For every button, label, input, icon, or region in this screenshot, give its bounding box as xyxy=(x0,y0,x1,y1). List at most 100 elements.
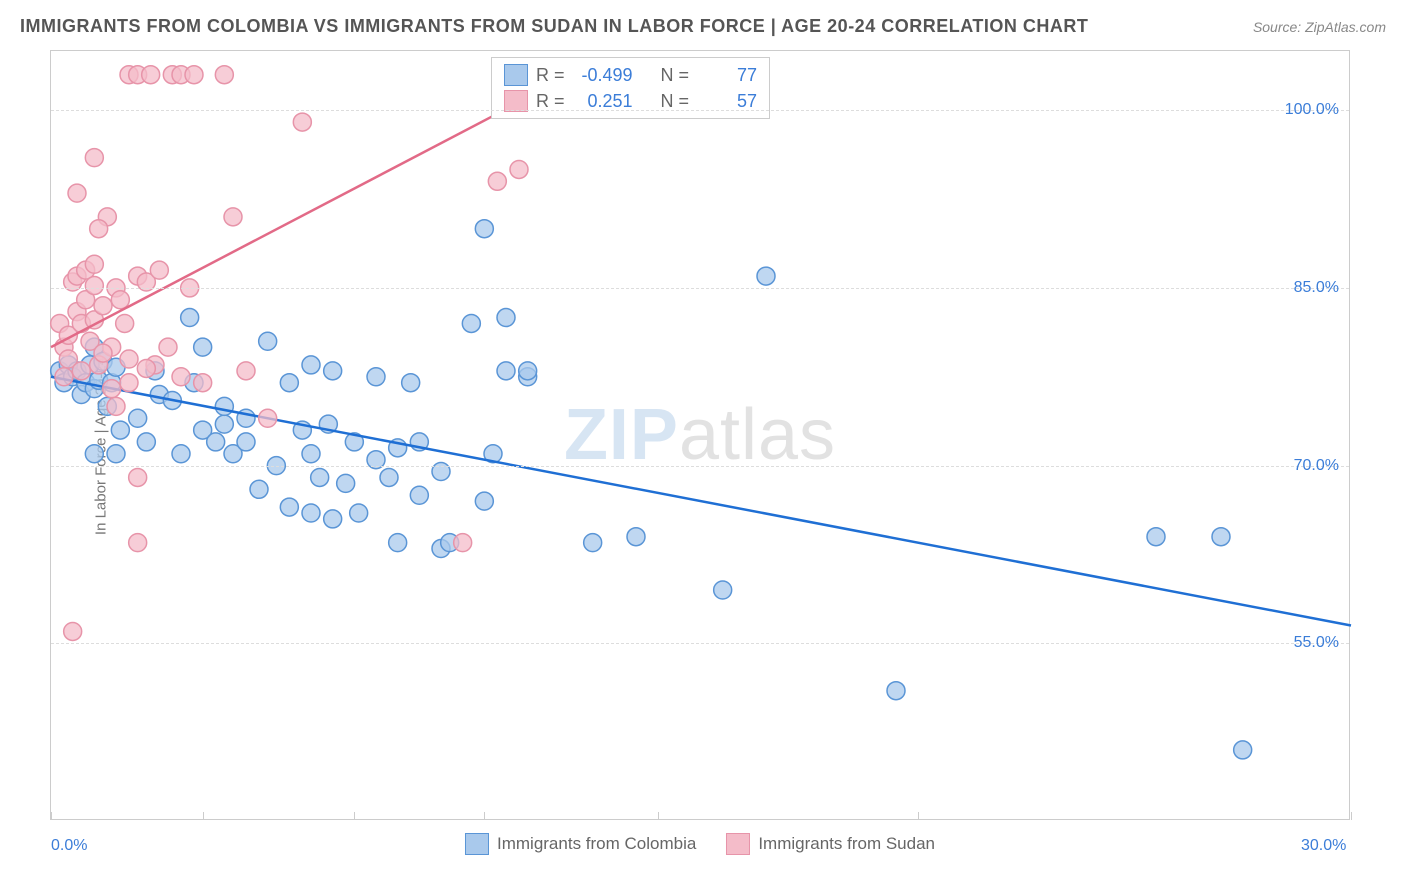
data-point xyxy=(107,397,125,415)
data-point xyxy=(215,415,233,433)
r-value-sudan: 0.251 xyxy=(573,91,633,112)
data-point xyxy=(302,445,320,463)
data-point xyxy=(181,309,199,327)
data-point xyxy=(116,314,134,332)
data-point xyxy=(311,468,329,486)
n-value-colombia: 77 xyxy=(697,65,757,86)
data-point xyxy=(120,350,138,368)
data-point xyxy=(584,534,602,552)
x-tick xyxy=(203,812,204,820)
data-point xyxy=(85,255,103,273)
r-value-colombia: -0.499 xyxy=(573,65,633,86)
x-tick-label: 30.0% xyxy=(1301,837,1346,855)
data-point xyxy=(280,498,298,516)
data-point xyxy=(280,374,298,392)
data-point xyxy=(85,149,103,167)
data-point xyxy=(159,338,177,356)
data-point xyxy=(237,433,255,451)
data-point xyxy=(55,368,73,386)
data-point xyxy=(627,528,645,546)
data-point xyxy=(129,468,147,486)
legend-label-sudan: Immigrants from Sudan xyxy=(758,834,935,854)
n-value-sudan: 57 xyxy=(697,91,757,112)
plot-svg xyxy=(51,51,1349,819)
n-label: N = xyxy=(661,91,690,112)
swatch-colombia-icon xyxy=(465,833,489,855)
data-point xyxy=(111,421,129,439)
y-tick-label: 55.0% xyxy=(1294,634,1339,652)
source-label: Source: ZipAtlas.com xyxy=(1253,19,1386,35)
data-point xyxy=(389,534,407,552)
trendline xyxy=(51,377,1351,626)
data-point xyxy=(324,362,342,380)
data-point xyxy=(497,309,515,327)
x-tick xyxy=(1351,812,1352,820)
data-point xyxy=(250,480,268,498)
legend-label-colombia: Immigrants from Colombia xyxy=(497,834,696,854)
data-point xyxy=(194,374,212,392)
x-tick xyxy=(918,812,919,820)
data-point xyxy=(111,291,129,309)
legend-item-colombia: Immigrants from Colombia xyxy=(465,833,696,855)
data-point xyxy=(475,492,493,510)
data-point xyxy=(120,374,138,392)
x-tick xyxy=(658,812,659,820)
x-tick xyxy=(484,812,485,820)
r-label: R = xyxy=(536,91,565,112)
data-point xyxy=(142,66,160,84)
data-point xyxy=(215,66,233,84)
data-point xyxy=(302,504,320,522)
data-point xyxy=(68,184,86,202)
data-point xyxy=(462,314,480,332)
data-point xyxy=(497,362,515,380)
r-label: R = xyxy=(536,65,565,86)
data-point xyxy=(194,338,212,356)
data-point xyxy=(207,433,225,451)
y-tick-label: 100.0% xyxy=(1285,101,1339,119)
x-tick-label: 0.0% xyxy=(51,837,87,855)
swatch-colombia xyxy=(504,64,528,86)
swatch-sudan xyxy=(504,90,528,112)
data-point xyxy=(103,380,121,398)
data-point xyxy=(367,368,385,386)
data-point xyxy=(107,445,125,463)
n-label: N = xyxy=(661,65,690,86)
data-point xyxy=(410,486,428,504)
x-tick xyxy=(51,812,52,820)
gridline xyxy=(51,466,1349,467)
data-point xyxy=(137,359,155,377)
stat-row-colombia: R = -0.499 N = 77 xyxy=(504,62,757,88)
data-point xyxy=(714,581,732,599)
gridline xyxy=(51,288,1349,289)
data-point xyxy=(64,622,82,640)
data-point xyxy=(85,277,103,295)
data-point xyxy=(72,362,90,380)
data-point xyxy=(454,534,472,552)
data-point xyxy=(1234,741,1252,759)
legend-item-sudan: Immigrants from Sudan xyxy=(726,833,935,855)
data-point xyxy=(324,510,342,528)
legend-bottom: Immigrants from Colombia Immigrants from… xyxy=(465,833,935,855)
data-point xyxy=(172,368,190,386)
data-point xyxy=(887,682,905,700)
data-point xyxy=(90,220,108,238)
y-tick-label: 85.0% xyxy=(1294,279,1339,297)
data-point xyxy=(129,534,147,552)
data-point xyxy=(185,66,203,84)
data-point xyxy=(94,344,112,362)
x-tick xyxy=(354,812,355,820)
data-point xyxy=(488,172,506,190)
chart-title: IMMIGRANTS FROM COLOMBIA VS IMMIGRANTS F… xyxy=(20,16,1088,37)
data-point xyxy=(137,433,155,451)
chart-plot-area: ZIPatlas R = -0.499 N = 77 R = 0.251 N =… xyxy=(50,50,1350,820)
data-point xyxy=(237,362,255,380)
data-point xyxy=(1212,528,1230,546)
data-point xyxy=(519,362,537,380)
y-tick-label: 70.0% xyxy=(1294,457,1339,475)
gridline xyxy=(51,643,1349,644)
data-point xyxy=(150,261,168,279)
data-point xyxy=(293,113,311,131)
data-point xyxy=(337,474,355,492)
data-point xyxy=(1147,528,1165,546)
data-point xyxy=(402,374,420,392)
